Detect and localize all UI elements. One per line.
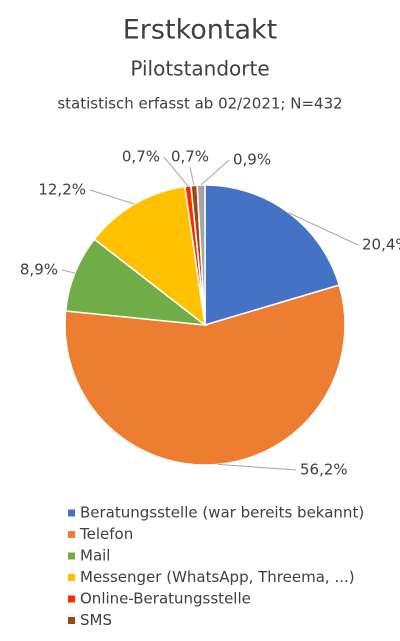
leader-line [288,212,359,246]
data-label: 0,9% [233,151,271,169]
leader-line [189,166,195,186]
legend-swatch [68,531,75,538]
pie-slice [64,284,346,466]
pie-slice [196,184,206,326]
legend-swatch [68,552,75,560]
chart-title: Erstkontakt [123,15,277,46]
legend-label: Online-Beratungsstelle [80,590,251,608]
leader-line [89,189,135,205]
legend-label: Telefon [79,525,133,543]
leader-line [61,269,76,274]
leader-line [163,156,189,187]
leader-line [218,463,297,471]
chart-subtitle: Pilotstandorte [130,57,269,81]
pie-slice [93,185,207,327]
data-label: 0,7% [171,148,209,166]
legend-label: Beratungsstelle (war bereits bekannt) [80,504,364,522]
data-label: 56,2% [300,461,348,479]
legend-label: Messenger (WhatsApp, Threema, ...) [80,568,355,586]
legend-swatch [68,509,75,517]
data-label: 8,9% [20,261,58,279]
leader-line [200,159,230,186]
data-label: 20,4% [362,236,400,254]
data-label: 12,2% [38,181,86,199]
legend-swatch [68,574,75,581]
legend-label: Mail [80,547,110,565]
legend-swatch [68,617,75,624]
data-label: 0,7% [122,148,160,166]
legend-label: SMS [80,611,112,629]
legend-swatch [68,595,75,603]
pie-slice [204,184,341,327]
chart-note: statistisch erfasst ab 02/2021; N=432 [57,95,342,113]
